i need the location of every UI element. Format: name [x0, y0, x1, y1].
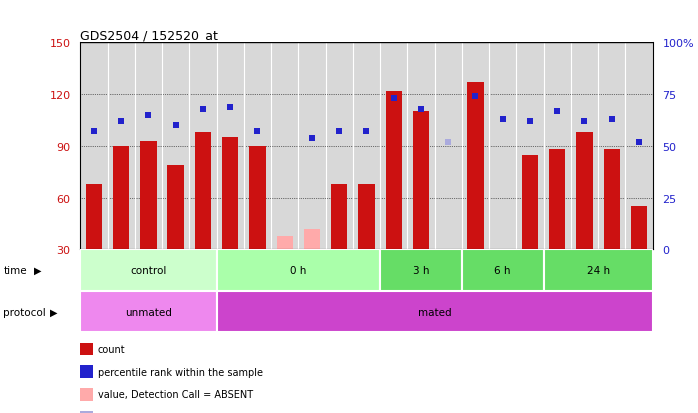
Bar — [216, 250, 380, 291]
Text: 3 h: 3 h — [413, 266, 429, 275]
Text: count: count — [98, 344, 126, 354]
Text: mated: mated — [418, 307, 452, 317]
Bar — [413, 112, 429, 250]
Text: rank, Detection Call = ABSENT: rank, Detection Call = ABSENT — [98, 412, 248, 413]
Bar — [385, 92, 402, 250]
Text: 6 h: 6 h — [494, 266, 511, 275]
Bar — [304, 229, 320, 250]
Text: 0 h: 0 h — [290, 266, 306, 275]
Bar — [331, 185, 348, 250]
Bar — [80, 291, 216, 332]
Bar — [216, 291, 653, 332]
Text: ▶: ▶ — [34, 266, 41, 275]
Bar — [222, 138, 238, 250]
Bar — [544, 250, 653, 291]
Bar — [276, 236, 293, 250]
Bar — [380, 250, 462, 291]
Text: ▶: ▶ — [50, 307, 58, 317]
Text: time: time — [3, 266, 27, 275]
Bar — [168, 166, 184, 250]
Bar — [440, 250, 456, 269]
Bar — [549, 150, 565, 250]
Bar — [522, 155, 538, 250]
Text: GDS2504 / 152520_at: GDS2504 / 152520_at — [80, 29, 218, 42]
Bar — [80, 250, 216, 291]
Text: value, Detection Call = ABSENT: value, Detection Call = ABSENT — [98, 389, 253, 399]
Text: percentile rank within the sample: percentile rank within the sample — [98, 367, 262, 377]
Text: protocol: protocol — [3, 307, 46, 317]
Bar — [249, 147, 266, 250]
Bar — [195, 133, 211, 250]
Text: control: control — [131, 266, 167, 275]
Text: 24 h: 24 h — [586, 266, 609, 275]
Bar — [467, 83, 484, 250]
Bar — [86, 185, 102, 250]
Bar — [631, 207, 647, 250]
Text: unmated: unmated — [125, 307, 172, 317]
Bar — [113, 147, 129, 250]
Bar — [358, 185, 375, 250]
Bar — [577, 133, 593, 250]
Bar — [140, 142, 156, 250]
Bar — [462, 250, 544, 291]
Bar — [604, 150, 620, 250]
